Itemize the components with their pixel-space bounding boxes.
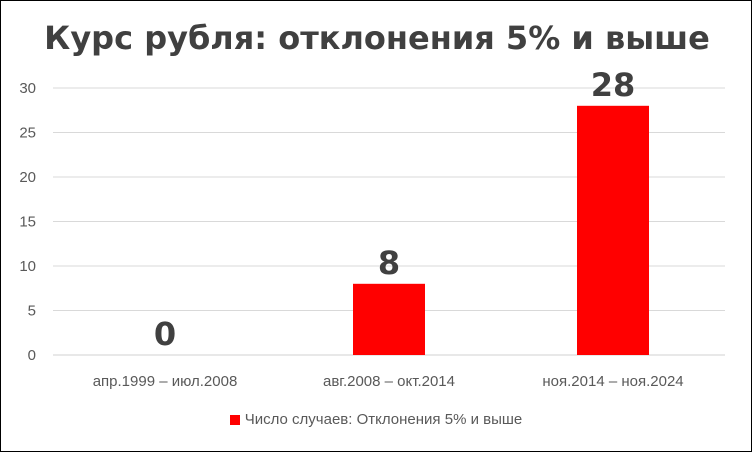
legend-label: Число случаев: Отклонения 5% и выше [244,411,523,428]
y-tick-label: 5 [28,303,36,320]
y-tick-label: 20 [19,169,36,186]
y-tick-label: 10 [19,258,36,275]
x-category-label: авг.2008 – окт.2014 [323,373,455,390]
data-label: 28 [591,66,636,104]
chart-title: Курс рубля: отклонения 5% и выше [44,19,710,57]
y-tick-label: 30 [19,80,36,97]
x-category-label: апр.1999 – июл.2008 [93,373,238,390]
y-tick-label: 0 [28,347,36,364]
y-tick-label: 15 [19,214,36,231]
bar [577,105,649,355]
legend-swatch [229,414,240,425]
data-label: 8 [378,244,400,282]
x-category-label: ноя.2014 – ноя.2024 [542,373,683,390]
data-label: 0 [154,315,176,353]
bar [353,283,425,355]
legend: Число случаев: Отклонения 5% и выше [0,411,752,428]
y-tick-label: 25 [19,125,36,142]
